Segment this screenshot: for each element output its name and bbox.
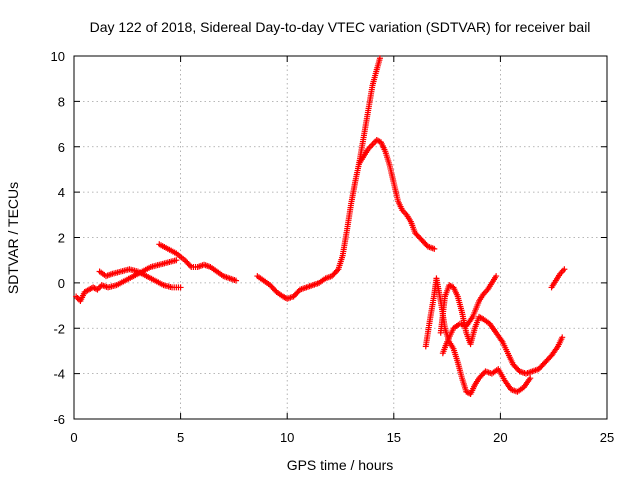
x-tick-label: 0 [70, 430, 77, 445]
y-tick-label: -4 [53, 367, 65, 382]
series-track-e [356, 136, 438, 252]
x-tick-label: 5 [177, 430, 184, 445]
x-axis-label: GPS time / hours [287, 457, 394, 473]
x-tick-label: 25 [600, 430, 614, 445]
grid-lines [74, 56, 607, 419]
y-tick-label: 8 [58, 94, 65, 109]
series-track-g [437, 282, 566, 377]
x-tick-label: 15 [387, 430, 401, 445]
plus-marker [561, 266, 568, 273]
y-tick-label: 10 [51, 49, 65, 64]
plus-marker [376, 55, 383, 62]
plus-marker [527, 375, 534, 382]
x-tick-label: 20 [493, 430, 507, 445]
plus-marker [177, 284, 184, 291]
series-track-f [422, 275, 534, 398]
series-track-d [254, 55, 383, 302]
x-tick-label: 10 [280, 430, 294, 445]
plus-marker [493, 273, 500, 280]
plus-marker [186, 262, 193, 269]
x-tick-labels: 0 5 10 15 20 25 [70, 430, 614, 445]
y-axis-label: SDTVAR / TECUs [5, 182, 21, 294]
y-tick-label: -6 [53, 412, 65, 427]
plus-marker [334, 267, 341, 274]
y-tick-labels: -6 -4 -2 0 2 4 6 8 10 [51, 49, 65, 427]
series-track-h [439, 273, 500, 357]
y-tick-label: 4 [58, 185, 65, 200]
plus-marker [431, 245, 438, 252]
plus-marker [559, 334, 566, 341]
y-tick-label: -2 [53, 321, 65, 336]
plus-marker [233, 277, 240, 284]
y-tick-label: 2 [58, 231, 65, 246]
series-track-i [548, 266, 568, 291]
y-tick-label: 0 [58, 276, 65, 291]
y-tick-label: 6 [58, 140, 65, 155]
series-track-a [73, 257, 180, 305]
plus-marker [173, 257, 180, 264]
series-track-b [96, 266, 184, 291]
tick-marks [73, 55, 608, 420]
chart-title: Day 122 of 2018, Sidereal Day-to-day VTE… [90, 19, 591, 35]
data-points [73, 55, 568, 398]
series-track-c [156, 241, 240, 284]
